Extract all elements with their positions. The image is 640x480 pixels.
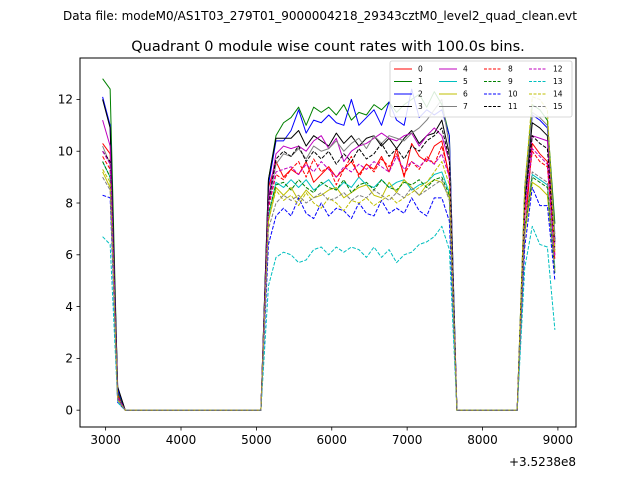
x-tick-label: 9000 bbox=[543, 433, 574, 447]
legend-entry-0: 0 bbox=[394, 65, 423, 74]
x-tick-label: 3000 bbox=[90, 433, 121, 447]
legend-label-11: 11 bbox=[508, 102, 518, 111]
legend-entry-14: 14 bbox=[529, 90, 563, 99]
legend-entry-15: 15 bbox=[529, 102, 563, 111]
legend-entry-10: 10 bbox=[484, 90, 518, 99]
legend-label-13: 13 bbox=[553, 77, 563, 86]
series-line-8 bbox=[102, 145, 556, 411]
x-tick-label: 4000 bbox=[166, 433, 197, 447]
y-tick-label: 2 bbox=[65, 352, 73, 366]
legend-entry-8: 8 bbox=[484, 65, 513, 74]
x-offset-label: +3.5238e8 bbox=[509, 455, 576, 469]
legend-entry-9: 9 bbox=[484, 77, 513, 86]
legend-label-9: 9 bbox=[508, 77, 513, 86]
x-tick-label: 6000 bbox=[316, 433, 347, 447]
legend-entry-4: 4 bbox=[439, 65, 468, 74]
y-axis: 0 2 4 6 8 10 12 bbox=[58, 93, 80, 417]
legend-label-1: 1 bbox=[418, 77, 423, 86]
plot-frame bbox=[79, 57, 577, 428]
y-tick-label: 6 bbox=[65, 248, 73, 262]
x-tick-label: 5000 bbox=[241, 433, 272, 447]
legend-entry-13: 13 bbox=[529, 77, 563, 86]
legend-label-7: 7 bbox=[463, 102, 468, 111]
legend-entry-6: 6 bbox=[439, 90, 468, 99]
y-tick-label: 12 bbox=[58, 93, 73, 107]
legend-label-8: 8 bbox=[508, 65, 513, 74]
legend-entry-11: 11 bbox=[484, 102, 518, 111]
legend-entry-2: 2 bbox=[394, 90, 423, 99]
x-tick-label: 8000 bbox=[467, 433, 498, 447]
x-tick-label: 7000 bbox=[392, 433, 423, 447]
legend-entry-3: 3 bbox=[394, 102, 423, 111]
legend-label-0: 0 bbox=[418, 65, 423, 74]
series-layer bbox=[102, 78, 556, 411]
legend-entry-1: 1 bbox=[394, 77, 423, 86]
legend-label-12: 12 bbox=[553, 65, 563, 74]
series-line-11 bbox=[102, 127, 556, 411]
figure-suptitle: Data file: modeM0/AS1T03_279T01_90000042… bbox=[63, 9, 577, 23]
y-tick-label: 8 bbox=[65, 196, 73, 210]
legend-label-2: 2 bbox=[418, 90, 423, 99]
y-tick-label: 10 bbox=[58, 145, 73, 159]
series-line-15 bbox=[102, 171, 556, 411]
legend-label-4: 4 bbox=[463, 65, 468, 74]
legend-entry-5: 5 bbox=[439, 77, 468, 86]
legend-label-3: 3 bbox=[418, 102, 423, 111]
chart-title: Quadrant 0 module wise count rates with … bbox=[131, 39, 525, 55]
y-tick-label: 4 bbox=[65, 300, 73, 314]
legend-entry-12: 12 bbox=[529, 65, 563, 74]
legend-label-15: 15 bbox=[553, 102, 563, 111]
y-tick-label: 0 bbox=[65, 403, 73, 417]
x-axis: 3000 4000 5000 6000 7000 8000 9000 bbox=[90, 427, 573, 447]
legend-entry-7: 7 bbox=[439, 102, 468, 111]
legend-label-5: 5 bbox=[463, 77, 468, 86]
legend-label-14: 14 bbox=[553, 90, 563, 99]
legend-label-10: 10 bbox=[508, 90, 518, 99]
legend-box bbox=[389, 60, 573, 118]
legend-label-6: 6 bbox=[463, 90, 468, 99]
